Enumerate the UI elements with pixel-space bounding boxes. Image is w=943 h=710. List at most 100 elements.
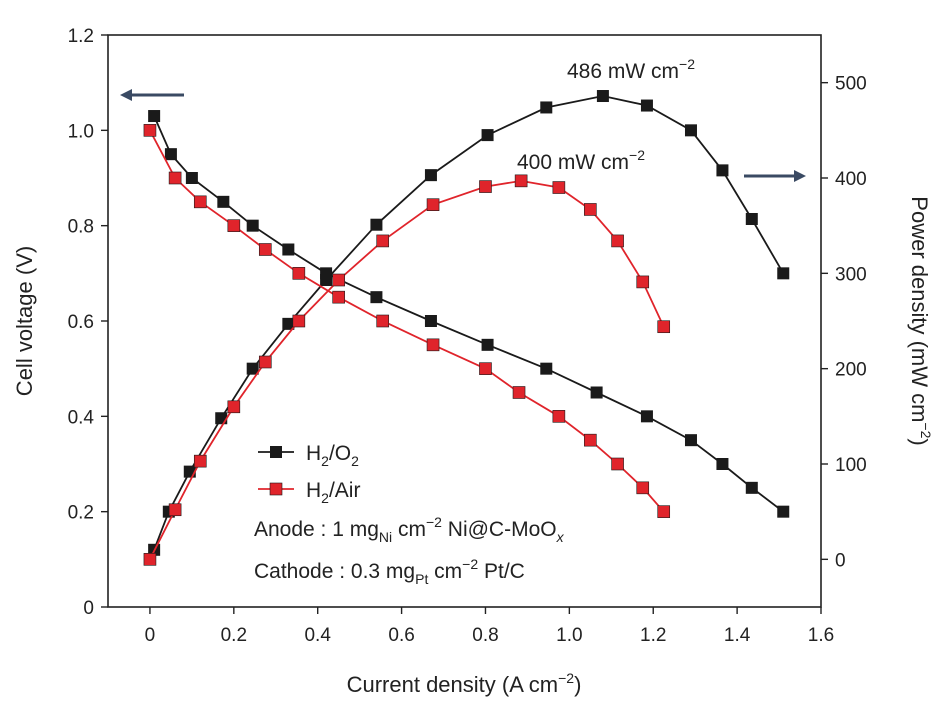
x-tick-label: 0.6	[388, 625, 414, 646]
data-point-h2-o2-power	[684, 124, 697, 137]
left-y-tick-label: 0.2	[68, 503, 94, 524]
series-line-h2-o2-voltage	[153, 115, 784, 513]
legend-entry-h2-air: H2/Air	[258, 479, 360, 506]
series-h2-air-power	[143, 174, 671, 566]
data-point-h2-air-voltage	[227, 219, 241, 232]
left-axis-arrow	[120, 89, 184, 101]
data-point-h2-o2-power	[481, 129, 494, 142]
data-point-h2-o2-power	[424, 169, 437, 182]
right-y-tick-label: 200	[835, 360, 867, 381]
data-point-h2-o2-voltage	[777, 505, 790, 518]
data-point-h2-o2-voltage	[424, 315, 437, 327]
data-point-h2-air-power	[143, 553, 157, 566]
data-point-h2-o2-voltage	[370, 291, 383, 304]
x-tick-label: 1.2	[640, 625, 666, 646]
data-point-h2-air-voltage	[512, 386, 526, 399]
series-h2-air-voltage	[143, 124, 671, 518]
data-point-h2-air-voltage	[376, 314, 390, 328]
data-point-h2-air-voltage	[657, 505, 671, 518]
data-point-h2-air-power	[168, 503, 182, 517]
data-point-h2-air-voltage	[258, 243, 272, 256]
data-point-h2-air-voltage	[479, 362, 492, 375]
data-point-h2-o2-voltage	[684, 434, 697, 447]
right-axis-arrow	[744, 170, 806, 182]
x-tick-label: 0.2	[221, 625, 247, 646]
left-y-tick-label: 0.8	[68, 217, 94, 238]
left-y-tick-label: 0	[83, 598, 94, 619]
data-point-h2-o2-voltage	[185, 172, 198, 184]
left-y-axis-title: Cell voltage (V)	[12, 246, 37, 396]
data-point-h2-o2-power	[246, 362, 259, 375]
series-layer	[143, 90, 790, 566]
data-point-h2-air-power	[332, 273, 345, 287]
data-point-h2-o2-power	[777, 267, 790, 280]
data-point-h2-o2-voltage	[282, 243, 295, 256]
data-point-h2-o2-voltage	[640, 410, 653, 423]
data-point-h2-air-voltage	[143, 124, 157, 137]
data-point-h2-o2-voltage	[540, 362, 553, 375]
data-point-h2-o2-voltage	[217, 195, 230, 208]
data-point-h2-o2-power	[320, 274, 333, 287]
data-point-h2-o2-voltage	[481, 338, 494, 351]
data-point-h2-o2-voltage	[246, 219, 259, 232]
x-tick-label: 0.4	[304, 625, 331, 646]
data-point-h2-o2-power	[540, 101, 553, 114]
data-point-h2-air-power	[258, 355, 272, 369]
x-axis-ticks: 0 0.2 0.4 0.6 0.8 1.0 1.2 1.4 1.6	[145, 607, 834, 646]
data-point-h2-o2-voltage	[716, 458, 729, 470]
x-tick-label: 1.4	[724, 625, 751, 646]
svg-text:H2/O2: H2/O2	[306, 442, 359, 469]
series-line-h2-air-voltage	[149, 129, 665, 513]
cathode-note: Cathode : 0.3 mgPt cm−2 Pt/C	[254, 556, 525, 587]
data-point-h2-air-voltage	[636, 481, 650, 495]
series-line-h2-o2-power	[153, 95, 785, 551]
data-point-h2-air-power	[514, 174, 528, 188]
right-y-tick-label: 100	[835, 455, 867, 476]
anode-note: Anode : 1 mgNi cm−2 Ni@C-MoOx	[254, 514, 565, 545]
data-point-h2-air-power	[657, 320, 671, 334]
data-point-h2-o2-power	[640, 99, 653, 112]
right-y-tick-label: 500	[835, 74, 867, 95]
data-point-h2-air-voltage	[332, 290, 345, 304]
data-point-h2-air-voltage	[611, 457, 624, 471]
series-h2-o2-power	[148, 90, 790, 556]
right-y-tick-label: 300	[835, 264, 867, 285]
data-point-h2-o2-power	[596, 90, 609, 103]
x-tick-label: 0	[145, 625, 156, 646]
svg-text:H2/Air: H2/Air	[306, 479, 360, 506]
legend: H2/O2 H2/Air	[258, 442, 360, 506]
data-point-h2-air-power	[193, 454, 207, 468]
data-point-h2-o2-voltage	[164, 148, 177, 161]
data-point-h2-air-power	[552, 181, 566, 194]
left-y-tick-label: 1.2	[68, 26, 94, 47]
data-point-h2-air-voltage	[193, 195, 207, 209]
right-y-tick-label: 0	[835, 550, 846, 571]
left-y-axis-ticks: 0 0.2 0.4 0.6 0.8 1.0 1.2	[68, 26, 108, 619]
data-point-h2-air-power	[636, 275, 650, 289]
data-point-h2-air-power	[426, 198, 440, 211]
data-point-h2-air-power	[584, 203, 597, 216]
left-y-tick-label: 1.0	[68, 121, 94, 142]
data-point-h2-o2-power	[282, 317, 295, 330]
data-point-h2-air-voltage	[426, 338, 440, 352]
legend-entry-h2-o2: H2/O2	[258, 442, 359, 469]
series-h2-o2-voltage	[148, 110, 790, 518]
data-point-h2-air-power	[376, 234, 390, 248]
x-axis-title: Current density (A cm−2)	[347, 670, 582, 697]
data-point-h2-o2-voltage	[590, 386, 603, 399]
data-point-h2-air-power	[292, 314, 306, 328]
left-y-tick-label: 0.4	[68, 407, 95, 428]
data-point-h2-air-power	[611, 234, 624, 248]
peak-annotation-o2: 486 mW cm−2	[567, 56, 695, 83]
data-point-h2-o2-voltage	[148, 110, 161, 123]
peak-annotation-air: 400 mW cm−2	[517, 147, 645, 174]
data-point-h2-o2-power	[745, 212, 758, 225]
x-tick-label: 1.6	[808, 625, 834, 646]
data-point-h2-o2-voltage	[745, 481, 758, 494]
right-y-axis-title: Power density (mW cm−2)	[907, 196, 934, 445]
left-y-tick-label: 0.6	[68, 312, 94, 333]
data-point-h2-air-voltage	[584, 433, 597, 447]
data-point-h2-air-voltage	[292, 267, 306, 280]
series-line-h2-air-power	[149, 179, 665, 560]
